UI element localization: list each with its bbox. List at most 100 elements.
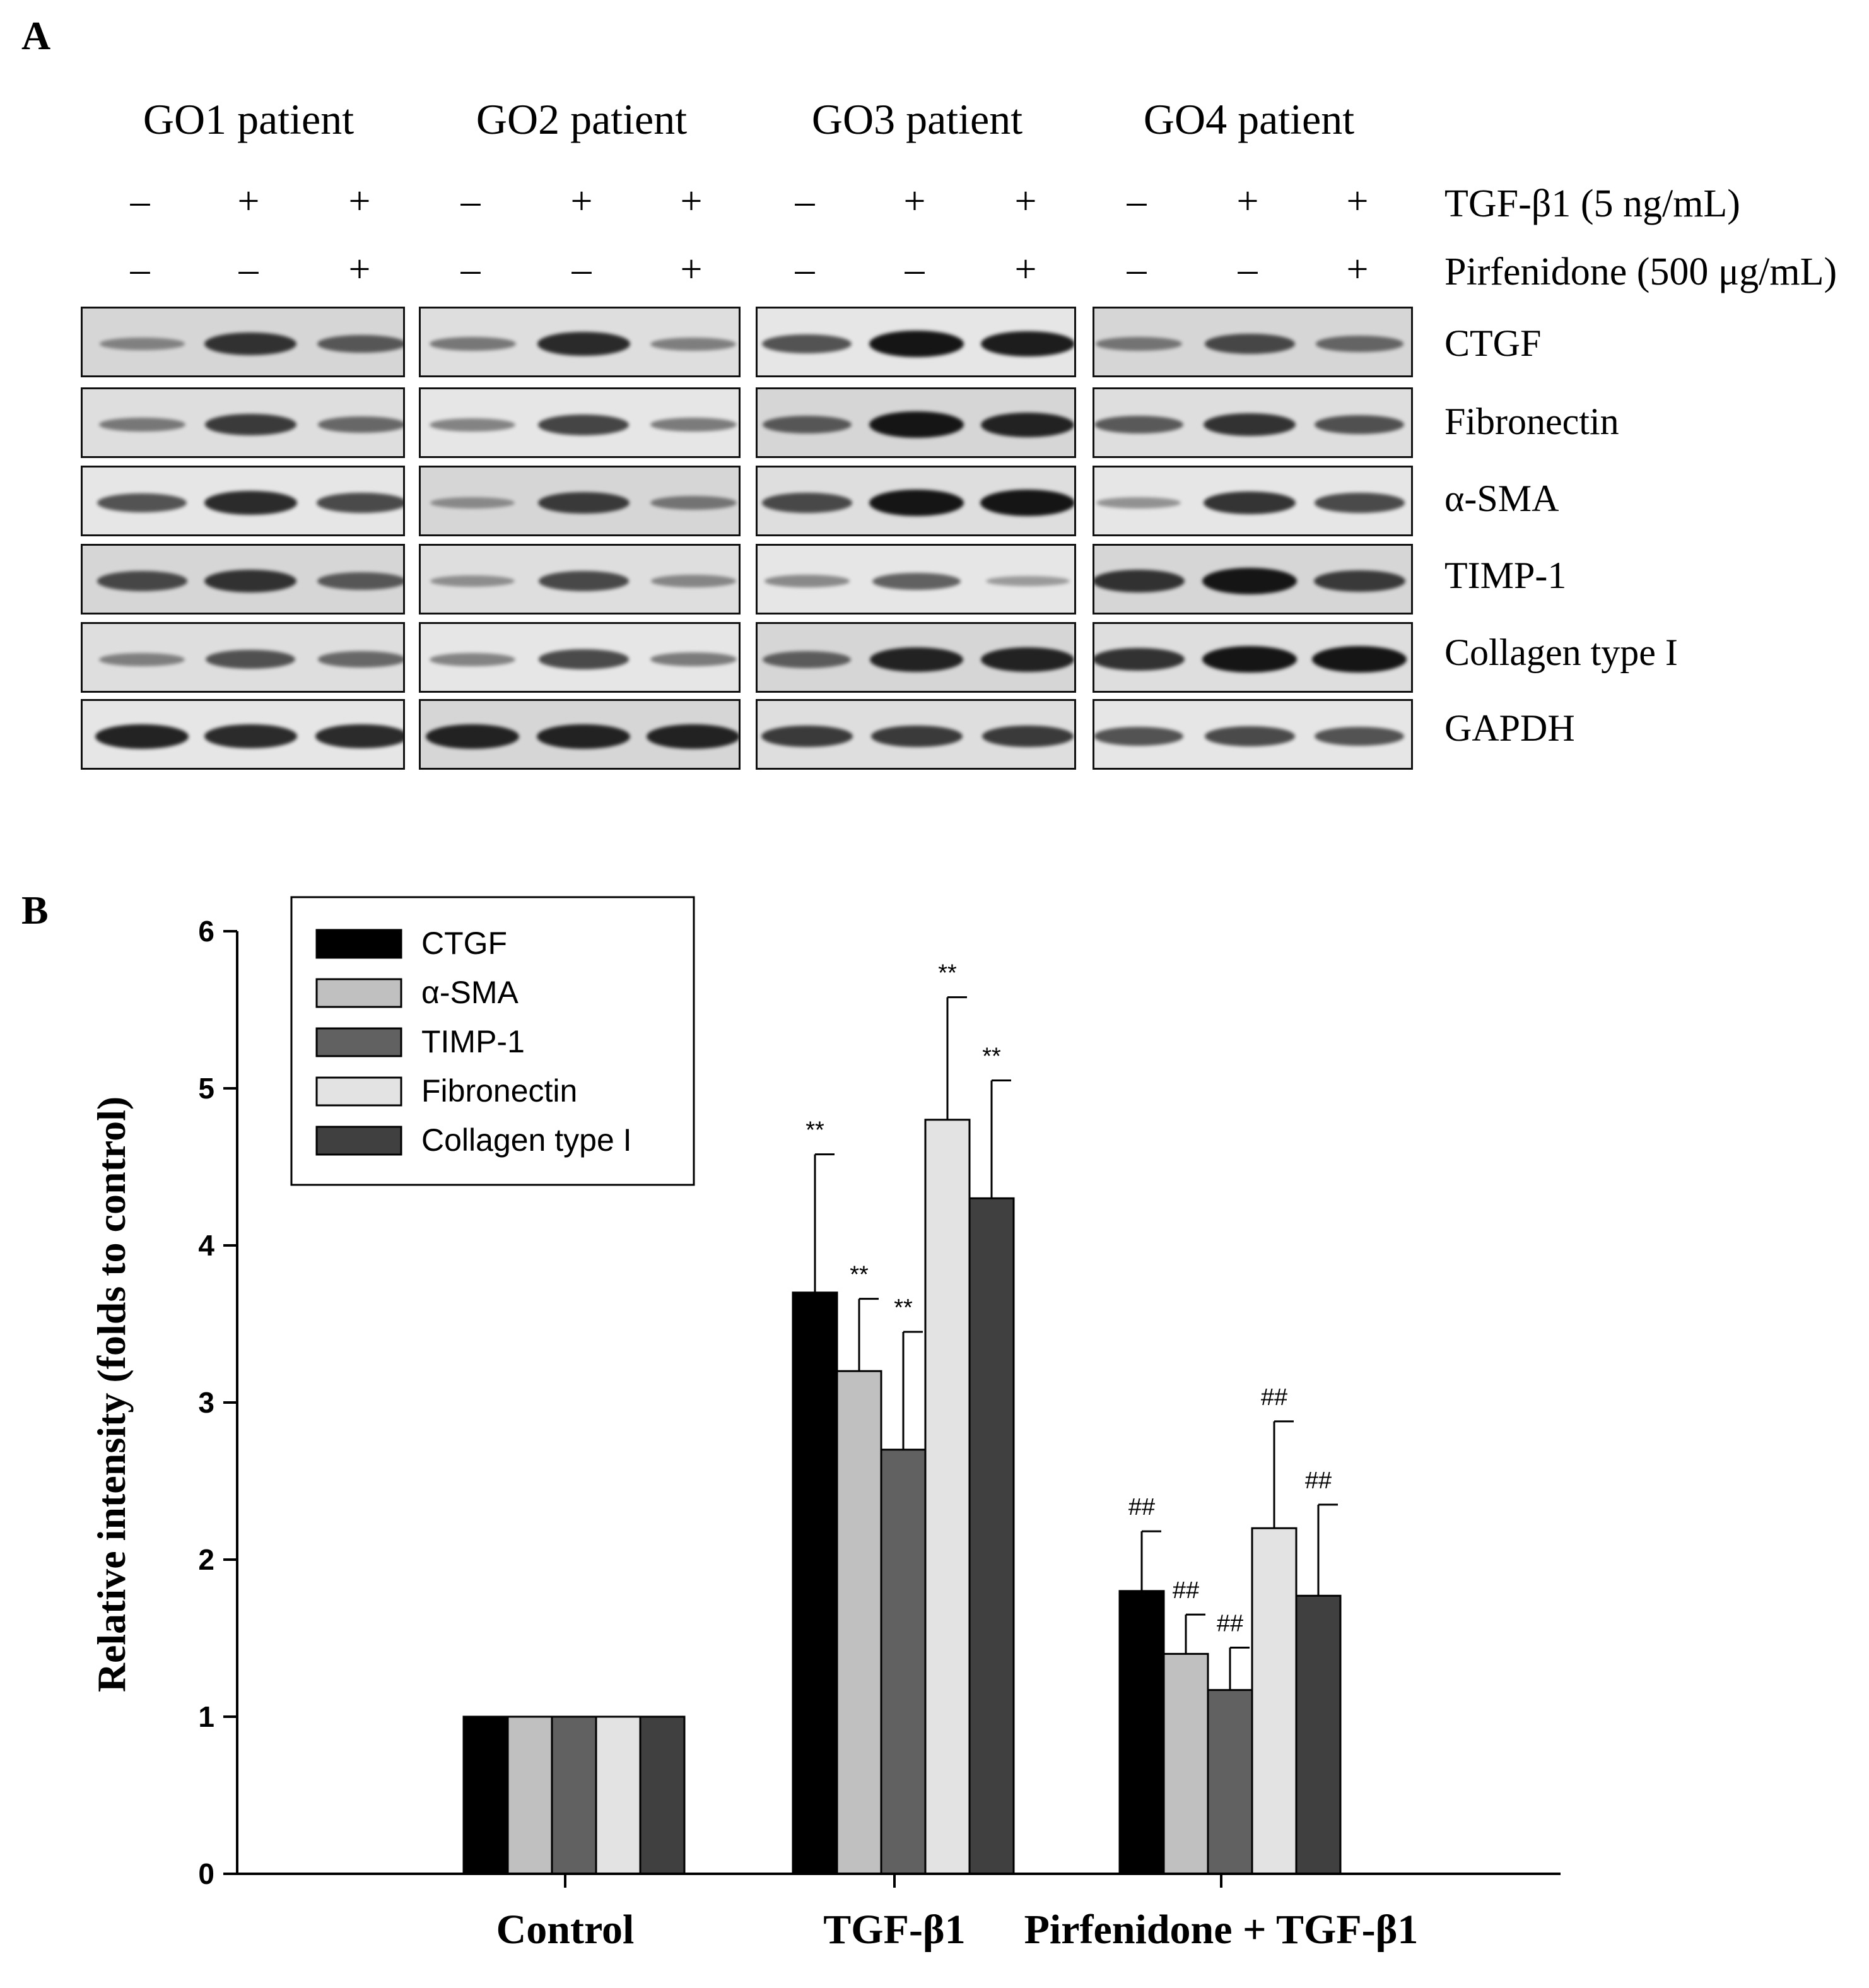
- blot-band: [869, 490, 964, 516]
- protein-label-gapdh: GAPDH: [1444, 707, 1575, 749]
- y-tick-label: 0: [198, 1857, 214, 1890]
- blot-strip: [419, 622, 741, 693]
- significance-label: **: [850, 1262, 869, 1288]
- legend-label: CTGF: [421, 926, 507, 961]
- blot-band: [1312, 646, 1407, 673]
- blot-strip: [1093, 699, 1413, 770]
- blot-band: [1204, 726, 1295, 746]
- blot-band: [1204, 334, 1295, 354]
- x-tick-label: Pirfenidone + TGF-β1: [1024, 1907, 1419, 1953]
- blot-band: [430, 418, 515, 432]
- blot-band: [647, 724, 739, 749]
- significance-label: ##: [1128, 1494, 1155, 1520]
- blot-band: [99, 338, 185, 350]
- treatment-sign: +: [1346, 248, 1369, 291]
- significance-label: **: [806, 1117, 824, 1144]
- legend-swatch: [315, 1027, 402, 1057]
- treatment-sign: –: [460, 180, 481, 223]
- blot-band: [869, 411, 964, 438]
- legend-label: TIMP-1: [421, 1024, 525, 1059]
- legend-label: α-SMA: [421, 975, 519, 1010]
- blot-band: [206, 650, 295, 669]
- blot-strip: [756, 466, 1076, 536]
- blot-band: [95, 724, 189, 749]
- blot-band: [538, 649, 629, 669]
- blot-strip: [419, 387, 741, 458]
- blot-band: [317, 416, 403, 433]
- blot-strip: [1093, 466, 1413, 536]
- bar: [880, 1449, 927, 1875]
- treatment-sign: +: [1014, 180, 1037, 223]
- significance-label: ##: [1173, 1577, 1199, 1604]
- blot-band: [426, 724, 519, 749]
- blot-band: [761, 725, 853, 748]
- blot-strip: [81, 307, 405, 377]
- blot-band: [1204, 491, 1296, 514]
- blot-band: [1315, 727, 1404, 746]
- blot-band: [429, 336, 516, 351]
- protein-label-timp1: TIMP-1: [1444, 555, 1567, 596]
- blot-band: [317, 334, 403, 353]
- blot-band: [985, 575, 1070, 587]
- blot-band: [98, 417, 185, 432]
- blot-strip: [419, 699, 741, 770]
- blot-strip: [419, 466, 741, 536]
- blot-band: [872, 572, 961, 590]
- blot-strip: [81, 387, 405, 458]
- bar: [1118, 1590, 1165, 1875]
- blot-band: [204, 332, 296, 355]
- bar: [968, 1197, 1015, 1875]
- bar: [595, 1715, 642, 1875]
- bar: [462, 1715, 509, 1875]
- blot-band: [1094, 570, 1185, 592]
- blot-band: [204, 413, 296, 436]
- bar: [1163, 1652, 1209, 1875]
- blot-band: [761, 493, 852, 513]
- legend-label: Fibronectin: [421, 1073, 577, 1109]
- patient-label-go3: GO3 patient: [811, 95, 1023, 143]
- treatment-sign: –: [905, 248, 925, 291]
- blot-band: [317, 572, 403, 591]
- protein-label-ctgf: CTGF: [1444, 322, 1542, 364]
- blot-band: [650, 495, 737, 510]
- patient-label-go1: GO1 patient: [143, 95, 354, 143]
- treatment-sign: –: [238, 248, 259, 291]
- blot-band: [1204, 413, 1296, 436]
- treatment-sign: –: [1127, 248, 1147, 291]
- bar: [507, 1715, 553, 1875]
- treatment-sign: +: [1014, 248, 1037, 291]
- blot-band: [1094, 727, 1183, 746]
- blot-band: [1096, 497, 1181, 509]
- blot-strip: [1093, 622, 1413, 693]
- blot-strip: [81, 699, 405, 770]
- legend-swatch: [315, 1076, 402, 1107]
- significance-label: **: [894, 1295, 913, 1321]
- pirfenidone-treatment-label: Pirfenidone (500 μg/mL): [1444, 250, 1837, 293]
- treatment-sign: +: [348, 180, 371, 223]
- blot-strip: [756, 387, 1076, 458]
- y-tick-label: 2: [198, 1543, 214, 1576]
- bar: [551, 1715, 597, 1875]
- blot-band: [763, 650, 851, 668]
- treatment-sign: +: [680, 180, 703, 223]
- treatment-sign: –: [571, 248, 592, 291]
- blot-band: [1314, 493, 1405, 513]
- significance-label: ##: [1217, 1610, 1243, 1637]
- treatment-sign: –: [130, 248, 150, 291]
- significance-label: **: [982, 1044, 1001, 1070]
- bar: [792, 1291, 838, 1875]
- protein-label-collagen: Collagen type I: [1444, 632, 1678, 673]
- blot-band: [981, 725, 1074, 748]
- blot-band: [317, 651, 403, 668]
- blot-band: [430, 497, 515, 509]
- blot-band: [650, 575, 736, 587]
- blot-band: [1315, 415, 1404, 434]
- blot-band: [537, 332, 630, 356]
- y-tick-label: 4: [198, 1229, 214, 1262]
- blot-band: [1202, 568, 1297, 594]
- bar: [639, 1715, 686, 1875]
- blot-band: [430, 652, 515, 666]
- patient-label-go4: GO4 patient: [1143, 95, 1355, 143]
- y-tick-label: 3: [198, 1386, 214, 1419]
- legend-label: Collagen type I: [421, 1122, 632, 1158]
